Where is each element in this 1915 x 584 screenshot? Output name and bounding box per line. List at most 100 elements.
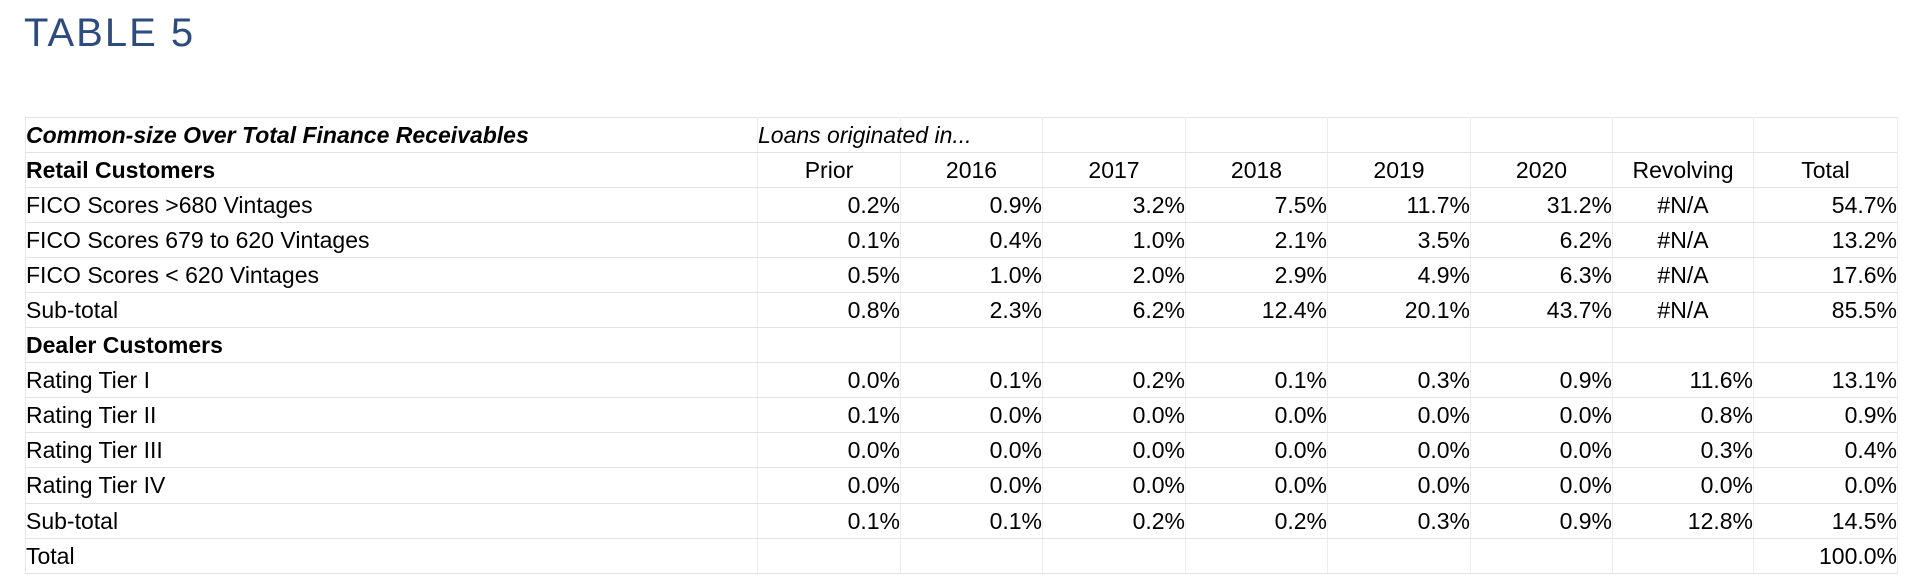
- data-cell: 3.2%: [1042, 187, 1186, 223]
- data-cell: 2.9%: [1185, 257, 1328, 293]
- data-cell: [1042, 327, 1186, 363]
- data-cell: 6.2%: [1042, 292, 1186, 328]
- data-cell: 2.3%: [900, 292, 1043, 328]
- data-cell: 0.0%: [900, 432, 1043, 468]
- table-row: Dealer Customers: [25, 327, 1898, 363]
- data-cell: 0.2%: [1042, 503, 1186, 539]
- data-cell: 0.1%: [757, 503, 901, 539]
- data-cell-na: #N/A: [1612, 187, 1754, 223]
- data-cell: 0.0%: [1042, 467, 1186, 504]
- data-cell: 2.0%: [1042, 257, 1186, 293]
- data-cell: [1185, 327, 1328, 363]
- data-cell: [900, 538, 1043, 574]
- row-label: Total: [25, 538, 758, 574]
- empty-cell: [1753, 117, 1898, 153]
- loans-originated-header: Loans originated in...: [757, 117, 972, 153]
- column-header-prior: Prior: [757, 152, 901, 188]
- data-cell: [1327, 538, 1471, 574]
- table-row: Rating Tier II 0.1% 0.0% 0.0% 0.0% 0.0% …: [25, 397, 1898, 433]
- data-cell: 0.8%: [1612, 397, 1754, 433]
- data-cell: 2.1%: [1185, 222, 1328, 258]
- data-cell: 11.7%: [1327, 187, 1471, 223]
- data-cell: [757, 538, 901, 574]
- data-cell: [1470, 538, 1613, 574]
- data-cell: 6.3%: [1470, 257, 1613, 293]
- data-cell: [1612, 327, 1754, 363]
- data-cell: 0.9%: [900, 187, 1043, 223]
- data-cell: 12.4%: [1185, 292, 1328, 328]
- data-cell: 0.1%: [757, 397, 901, 433]
- data-cell: [1327, 327, 1471, 363]
- data-cell: 0.9%: [1753, 397, 1898, 433]
- data-cell: 0.9%: [1470, 503, 1613, 539]
- column-header-2020: 2020: [1470, 152, 1613, 188]
- data-cell: 0.9%: [1470, 362, 1613, 398]
- table-corner-label: Common-size Over Total Finance Receivabl…: [25, 117, 758, 153]
- data-cell: 31.2%: [1470, 187, 1613, 223]
- data-cell: 0.3%: [1327, 503, 1471, 539]
- column-header-2017: 2017: [1042, 152, 1186, 188]
- data-cell: 0.0%: [1042, 432, 1186, 468]
- empty-cell: [1327, 117, 1471, 153]
- column-header-total: Total: [1753, 152, 1898, 188]
- data-cell: [1612, 538, 1754, 574]
- data-cell: 20.1%: [1327, 292, 1471, 328]
- section-label-dealer: Dealer Customers: [25, 327, 758, 363]
- data-cell: 0.4%: [1753, 432, 1898, 468]
- data-cell: 13.1%: [1753, 362, 1898, 398]
- data-cell: 0.0%: [1327, 397, 1471, 433]
- data-cell: 0.0%: [757, 362, 901, 398]
- data-cell: 0.2%: [757, 187, 901, 223]
- data-cell-na: #N/A: [1612, 257, 1754, 293]
- data-cell: 0.0%: [757, 432, 901, 468]
- data-cell: 0.3%: [1612, 432, 1754, 468]
- data-cell: 0.2%: [1185, 503, 1328, 539]
- data-cell: 0.0%: [900, 397, 1043, 433]
- row-label: Sub-total: [25, 503, 758, 539]
- data-cell: 0.0%: [1185, 467, 1328, 504]
- table-row: Retail Customers Prior 2016 2017 2018 20…: [25, 152, 1898, 188]
- column-header-2016: 2016: [900, 152, 1043, 188]
- data-cell: 4.9%: [1327, 257, 1471, 293]
- table-row-total: Total 100.0%: [25, 538, 1898, 574]
- row-label: Rating Tier IV: [25, 467, 758, 504]
- data-cell: 0.5%: [757, 257, 901, 293]
- data-cell: 0.0%: [1470, 397, 1613, 433]
- data-cell: 17.6%: [1753, 257, 1898, 293]
- data-cell-na: #N/A: [1612, 222, 1754, 258]
- data-cell: 0.0%: [1753, 467, 1898, 504]
- data-cell: 54.7%: [1753, 187, 1898, 223]
- row-label: Rating Tier III: [25, 432, 758, 468]
- data-cell: 0.0%: [1327, 467, 1471, 504]
- data-cell: [1470, 327, 1613, 363]
- data-cell: 6.2%: [1470, 222, 1613, 258]
- row-label: FICO Scores < 620 Vintages: [25, 257, 758, 293]
- data-cell: 0.0%: [1470, 467, 1613, 504]
- table-row: FICO Scores >680 Vintages 0.2% 0.9% 3.2%…: [25, 187, 1898, 223]
- data-cell: 1.0%: [900, 257, 1043, 293]
- data-cell: 13.2%: [1753, 222, 1898, 258]
- data-cell-na: #N/A: [1612, 292, 1754, 328]
- data-cell: 0.0%: [1185, 432, 1328, 468]
- data-cell: 0.2%: [1042, 362, 1186, 398]
- table-row: FICO Scores 679 to 620 Vintages 0.1% 0.4…: [25, 222, 1898, 258]
- table-row: FICO Scores < 620 Vintages 0.5% 1.0% 2.0…: [25, 257, 1898, 293]
- data-cell: 14.5%: [1753, 503, 1898, 539]
- data-cell: [1042, 538, 1186, 574]
- data-cell: 7.5%: [1185, 187, 1328, 223]
- empty-cell: [1042, 117, 1186, 153]
- data-cell: 3.5%: [1327, 222, 1471, 258]
- data-cell: [1185, 538, 1328, 574]
- data-cell: 0.3%: [1327, 362, 1471, 398]
- data-cell: [1753, 327, 1898, 363]
- row-label: Rating Tier I: [25, 362, 758, 398]
- row-label: FICO Scores >680 Vintages: [25, 187, 758, 223]
- page-title: TABLE 5: [24, 11, 196, 55]
- data-cell: 0.0%: [1470, 432, 1613, 468]
- data-cell: 0.0%: [1327, 432, 1471, 468]
- data-cell: 0.1%: [900, 362, 1043, 398]
- section-label-retail: Retail Customers: [25, 152, 758, 188]
- table-row: Rating Tier III 0.0% 0.0% 0.0% 0.0% 0.0%…: [25, 432, 1898, 468]
- data-cell: 0.1%: [900, 503, 1043, 539]
- empty-cell: [1185, 117, 1328, 153]
